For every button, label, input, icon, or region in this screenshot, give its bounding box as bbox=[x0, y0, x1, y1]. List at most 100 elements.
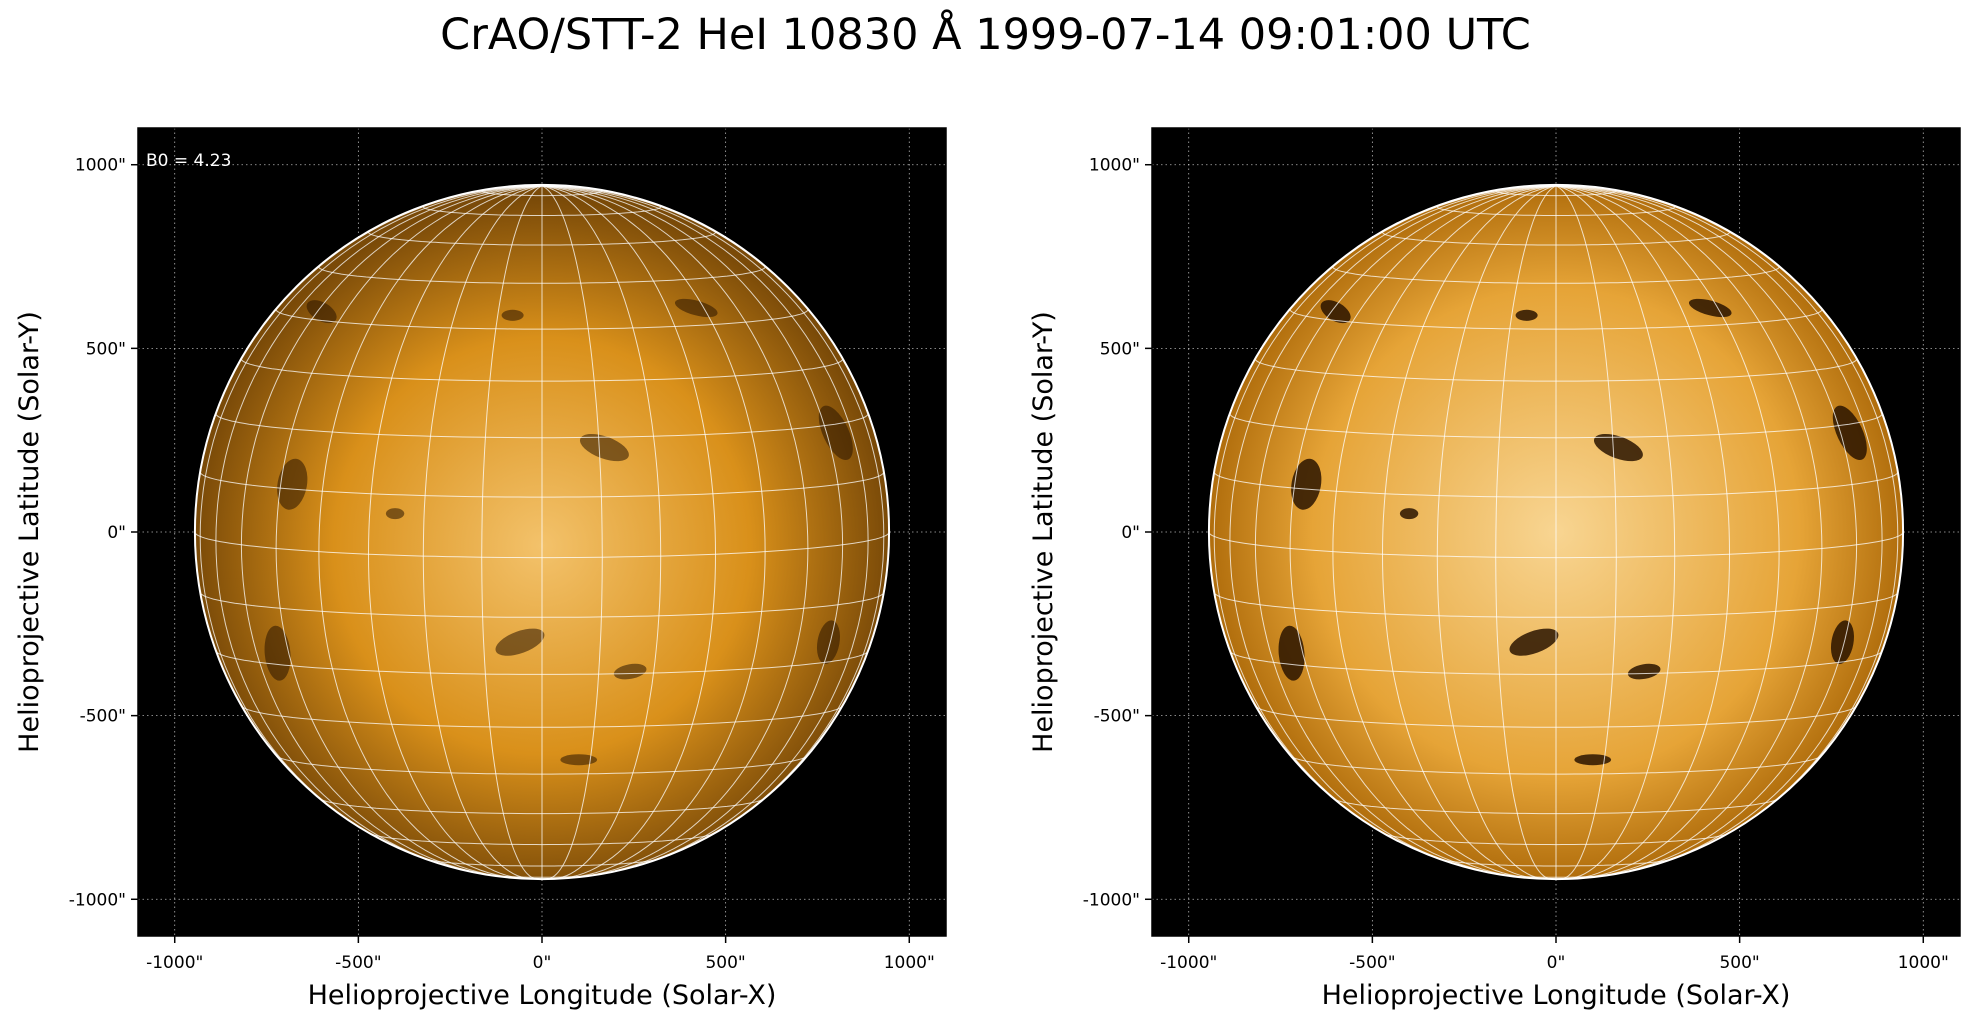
dark-feature bbox=[1278, 625, 1305, 681]
parallel-line bbox=[1229, 650, 1883, 675]
dark-feature bbox=[613, 663, 647, 680]
meridian-line bbox=[1555, 185, 1858, 877]
x-tick-label: -500" bbox=[1349, 953, 1395, 973]
right-panel: -1000" -500" 0" 500" 1000" 1000" 500" 0" -500" -… bbox=[1028, 127, 1961, 1011]
meridian-line bbox=[1495, 185, 1557, 880]
parallel-line bbox=[1254, 358, 1858, 382]
parallel-line bbox=[240, 358, 844, 382]
meridian-line bbox=[1436, 185, 1557, 880]
x-tick-label: 1000" bbox=[1898, 953, 1949, 973]
dark-feature bbox=[1830, 620, 1854, 664]
dark-feature bbox=[495, 628, 545, 656]
parallel-line bbox=[319, 797, 765, 815]
meridian-line bbox=[275, 185, 543, 879]
right-heliographic-grid bbox=[1208, 185, 1904, 880]
dark-feature bbox=[306, 300, 337, 324]
figure-title: CrAO/STT-2 HeI 10830 Å 1999-07-14 09:01:… bbox=[440, 10, 1531, 60]
right-x-axis-label: Helioprojective Longitude (Solar-X) bbox=[1322, 980, 1791, 1011]
x-tick-label: -1000" bbox=[146, 953, 203, 973]
parallel-line bbox=[276, 755, 808, 775]
parallel-line bbox=[318, 266, 766, 284]
left-y-axis-label: Helioprojective Latitude (Solar-Y) bbox=[14, 311, 45, 753]
meridian-line bbox=[541, 185, 809, 879]
parallel-line bbox=[199, 591, 885, 618]
b0-annotation: B0 = 4.23 bbox=[146, 151, 231, 171]
left-tick-marks bbox=[131, 163, 911, 943]
meridian-line bbox=[1555, 185, 1883, 875]
parallel-line bbox=[1495, 190, 1617, 197]
meridian-line bbox=[541, 185, 662, 880]
parallel-line bbox=[1383, 832, 1729, 846]
dark-feature bbox=[1291, 458, 1322, 510]
dark-feature bbox=[1509, 628, 1559, 656]
parallel-line bbox=[1436, 206, 1676, 216]
parallel-line bbox=[215, 413, 869, 439]
parallel-line bbox=[199, 471, 885, 498]
dark-feature bbox=[385, 508, 405, 520]
y-tick-label: -500" bbox=[80, 707, 126, 727]
meridian-line bbox=[1381, 185, 1557, 880]
parallel-line bbox=[241, 705, 843, 728]
meridian-line bbox=[541, 185, 603, 880]
x-tick-label: 0" bbox=[533, 953, 552, 973]
dark-feature bbox=[501, 309, 524, 321]
parallel-line bbox=[422, 206, 662, 216]
dark-feature bbox=[1832, 405, 1867, 461]
y-tick-label: 500" bbox=[1100, 339, 1140, 359]
parallel-line bbox=[1255, 705, 1857, 728]
x-tick-label: -1000" bbox=[1160, 953, 1217, 973]
left-x-axis-label: Helioprojective Longitude (Solar-X) bbox=[308, 980, 777, 1011]
parallel-line bbox=[1289, 309, 1823, 330]
dark-feature bbox=[277, 458, 308, 510]
parallel-line bbox=[368, 232, 716, 246]
parallel-line bbox=[1208, 531, 1904, 559]
parallel-line bbox=[481, 190, 603, 197]
y-tick-label: 0" bbox=[1121, 523, 1140, 543]
y-tick-label: 0" bbox=[107, 523, 126, 543]
parallel-line bbox=[194, 531, 890, 559]
parallel-line bbox=[369, 832, 715, 846]
left-panel: B0 = 4.23 -1000" -500" 0" 500" 1000" 1000" 50… bbox=[14, 127, 947, 1011]
dark-feature bbox=[1515, 309, 1538, 321]
meridian-line bbox=[1332, 185, 1557, 879]
parallel-line bbox=[1290, 755, 1822, 775]
meridian-line bbox=[1555, 185, 1823, 879]
meridian-line bbox=[318, 185, 543, 879]
meridian-line bbox=[481, 185, 543, 880]
parallel-line bbox=[424, 858, 660, 867]
meridian-line bbox=[541, 185, 869, 875]
x-tick-label: 500" bbox=[1719, 953, 1759, 973]
meridian-line bbox=[1289, 185, 1557, 879]
dark-feature bbox=[1574, 754, 1612, 766]
meridian-line bbox=[541, 185, 844, 877]
meridian-line bbox=[1555, 185, 1676, 880]
meridian-line bbox=[1555, 185, 1617, 880]
dark-feature bbox=[579, 433, 629, 462]
dark-feature bbox=[1320, 300, 1351, 324]
meridian-line bbox=[422, 185, 543, 880]
meridian-line bbox=[1254, 185, 1557, 877]
meridian-line bbox=[541, 185, 766, 879]
meridian-line bbox=[1229, 185, 1557, 875]
parallel-line bbox=[275, 309, 809, 330]
right-dark-features bbox=[1278, 298, 1867, 766]
y-tick-label: -1000" bbox=[69, 890, 126, 910]
parallel-line bbox=[1213, 471, 1899, 498]
dark-feature bbox=[818, 405, 853, 461]
left-limb-circle bbox=[193, 183, 891, 881]
dark-feature bbox=[1399, 508, 1419, 520]
dark-feature bbox=[1627, 663, 1661, 680]
dark-feature bbox=[560, 754, 598, 766]
meridian-line bbox=[1555, 185, 1780, 879]
x-tick-label: 500" bbox=[705, 953, 745, 973]
x-tick-label: -500" bbox=[335, 953, 381, 973]
y-tick-label: 1000" bbox=[1089, 156, 1140, 176]
meridian-line bbox=[215, 185, 543, 875]
parallel-line bbox=[1438, 858, 1674, 867]
x-tick-label: 0" bbox=[1547, 953, 1566, 973]
parallel-line bbox=[1333, 797, 1779, 815]
parallel-line bbox=[1332, 266, 1780, 284]
dark-feature bbox=[1593, 433, 1643, 462]
y-tick-label: 1000" bbox=[75, 156, 126, 176]
meridian-line bbox=[1555, 185, 1731, 880]
